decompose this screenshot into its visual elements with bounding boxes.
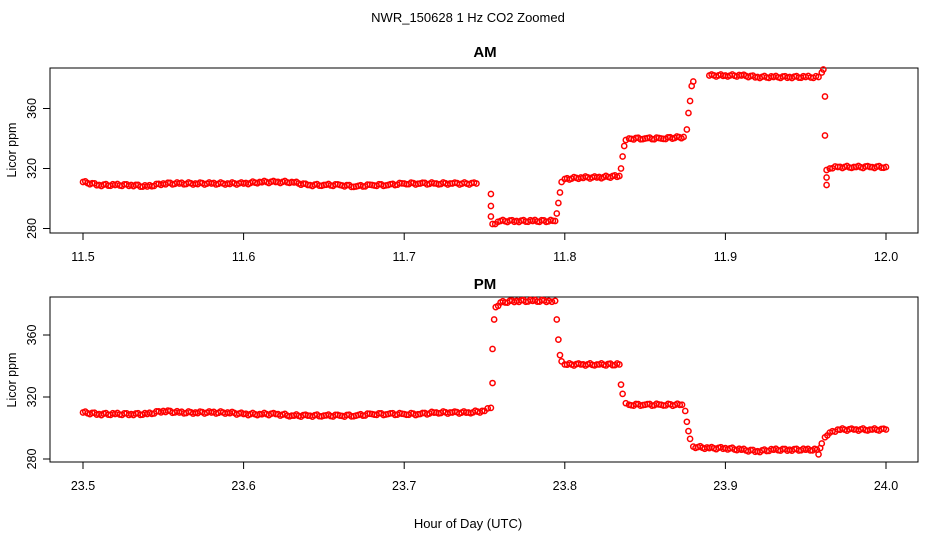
am-plot-frame: [49, 67, 919, 234]
data-point: [489, 379, 496, 387]
data-point: [616, 172, 623, 180]
data-point: [478, 407, 486, 415]
pm-y-tick-label: 320: [25, 387, 39, 408]
data-point: [818, 440, 826, 447]
data-point: [678, 401, 686, 409]
data-point: [686, 97, 694, 105]
pm-x-ticks: 23.5 23.6 23.7 23.8 23.9 24.0: [71, 461, 898, 493]
am-panel: AM Licor ppm 11.5 11.6 11.7 11.8 11.9 12.0 28…: [5, 44, 919, 264]
am-y-tick-label: 360: [25, 98, 39, 119]
am-y-tick-label: 280: [25, 218, 39, 239]
pm-x-tick-label: 23.8: [553, 479, 577, 493]
data-point: [617, 381, 625, 388]
data-point: [685, 109, 692, 117]
data-point: [815, 451, 822, 458]
data-point: [683, 126, 691, 133]
am-x-tick-label: 11.6: [232, 250, 255, 264]
am-x-tick-label: 11.5: [71, 250, 94, 264]
pm-y-ticks: 280 320 360: [25, 325, 51, 470]
pm-panel: PM Licor ppm 23.5 23.6 23.7 23.8 23.9 24.0 28…: [5, 276, 919, 493]
am-y-axis-label: Licor ppm: [5, 123, 19, 178]
data-point: [821, 132, 829, 139]
pm-panel-title: PM: [474, 276, 497, 293]
data-point: [882, 426, 890, 433]
pm-points: [79, 296, 890, 458]
data-point: [619, 390, 626, 398]
am-x-tick-label: 11.8: [553, 250, 576, 264]
data-point: [487, 213, 495, 220]
data-point: [484, 405, 492, 412]
data-point: [487, 202, 495, 210]
figure-title: NWR_150628 1 Hz CO2 Zoomed: [371, 10, 565, 25]
pm-y-tick-label: 280: [25, 449, 39, 470]
data-point: [556, 189, 564, 196]
pm-x-tick-label: 23.9: [713, 479, 737, 493]
data-point: [676, 401, 684, 409]
pm-x-tick-label: 23.5: [71, 479, 95, 493]
data-point: [680, 133, 687, 141]
pm-x-tick-label: 24.0: [874, 479, 898, 493]
data-point: [823, 166, 830, 174]
pm-x-tick-label: 23.6: [231, 479, 255, 493]
data-point: [620, 142, 628, 150]
data-point: [617, 165, 625, 172]
data-point: [489, 345, 496, 353]
am-y-ticks: 280 320 360: [25, 98, 51, 239]
data-point: [686, 435, 694, 443]
pm-y-tick-label: 360: [25, 325, 39, 346]
data-point: [622, 399, 630, 407]
data-point: [882, 163, 890, 171]
data-point: [821, 93, 829, 100]
data-point: [556, 351, 564, 359]
pm-plot-frame: [49, 296, 919, 463]
x-axis-label: Hour of Day (UTC): [414, 516, 522, 531]
data-point: [553, 210, 561, 217]
am-x-ticks: 11.5 11.6 11.7 11.8 11.9 12.0: [71, 232, 898, 264]
data-point: [551, 297, 559, 305]
data-point: [689, 78, 697, 85]
am-x-tick-label: 11.9: [714, 250, 737, 264]
data-point: [490, 316, 498, 323]
data-point: [487, 404, 495, 412]
data-point: [473, 180, 480, 187]
data-point: [826, 165, 834, 172]
pm-y-axis-label: Licor ppm: [5, 353, 19, 408]
data-point: [555, 336, 562, 343]
data-point: [619, 153, 626, 160]
data-point: [823, 181, 830, 189]
data-point: [545, 297, 553, 305]
data-point: [683, 418, 691, 426]
data-point: [553, 316, 561, 323]
data-point: [548, 298, 556, 306]
am-x-tick-label: 12.0: [874, 250, 898, 264]
data-point: [551, 217, 559, 225]
data-point: [487, 190, 495, 198]
data-point: [616, 361, 623, 368]
am-panel-title: AM: [473, 44, 496, 61]
data-point: [820, 66, 827, 73]
data-point: [681, 407, 689, 415]
am-points: [79, 66, 890, 228]
data-point: [489, 220, 496, 228]
data-point: [685, 427, 692, 435]
am-y-tick-label: 320: [25, 158, 39, 179]
am-x-tick-label: 11.7: [392, 250, 415, 264]
data-point: [823, 174, 830, 181]
pm-x-tick-label: 23.7: [392, 479, 416, 493]
data-point: [555, 199, 562, 207]
data-point: [815, 73, 822, 81]
